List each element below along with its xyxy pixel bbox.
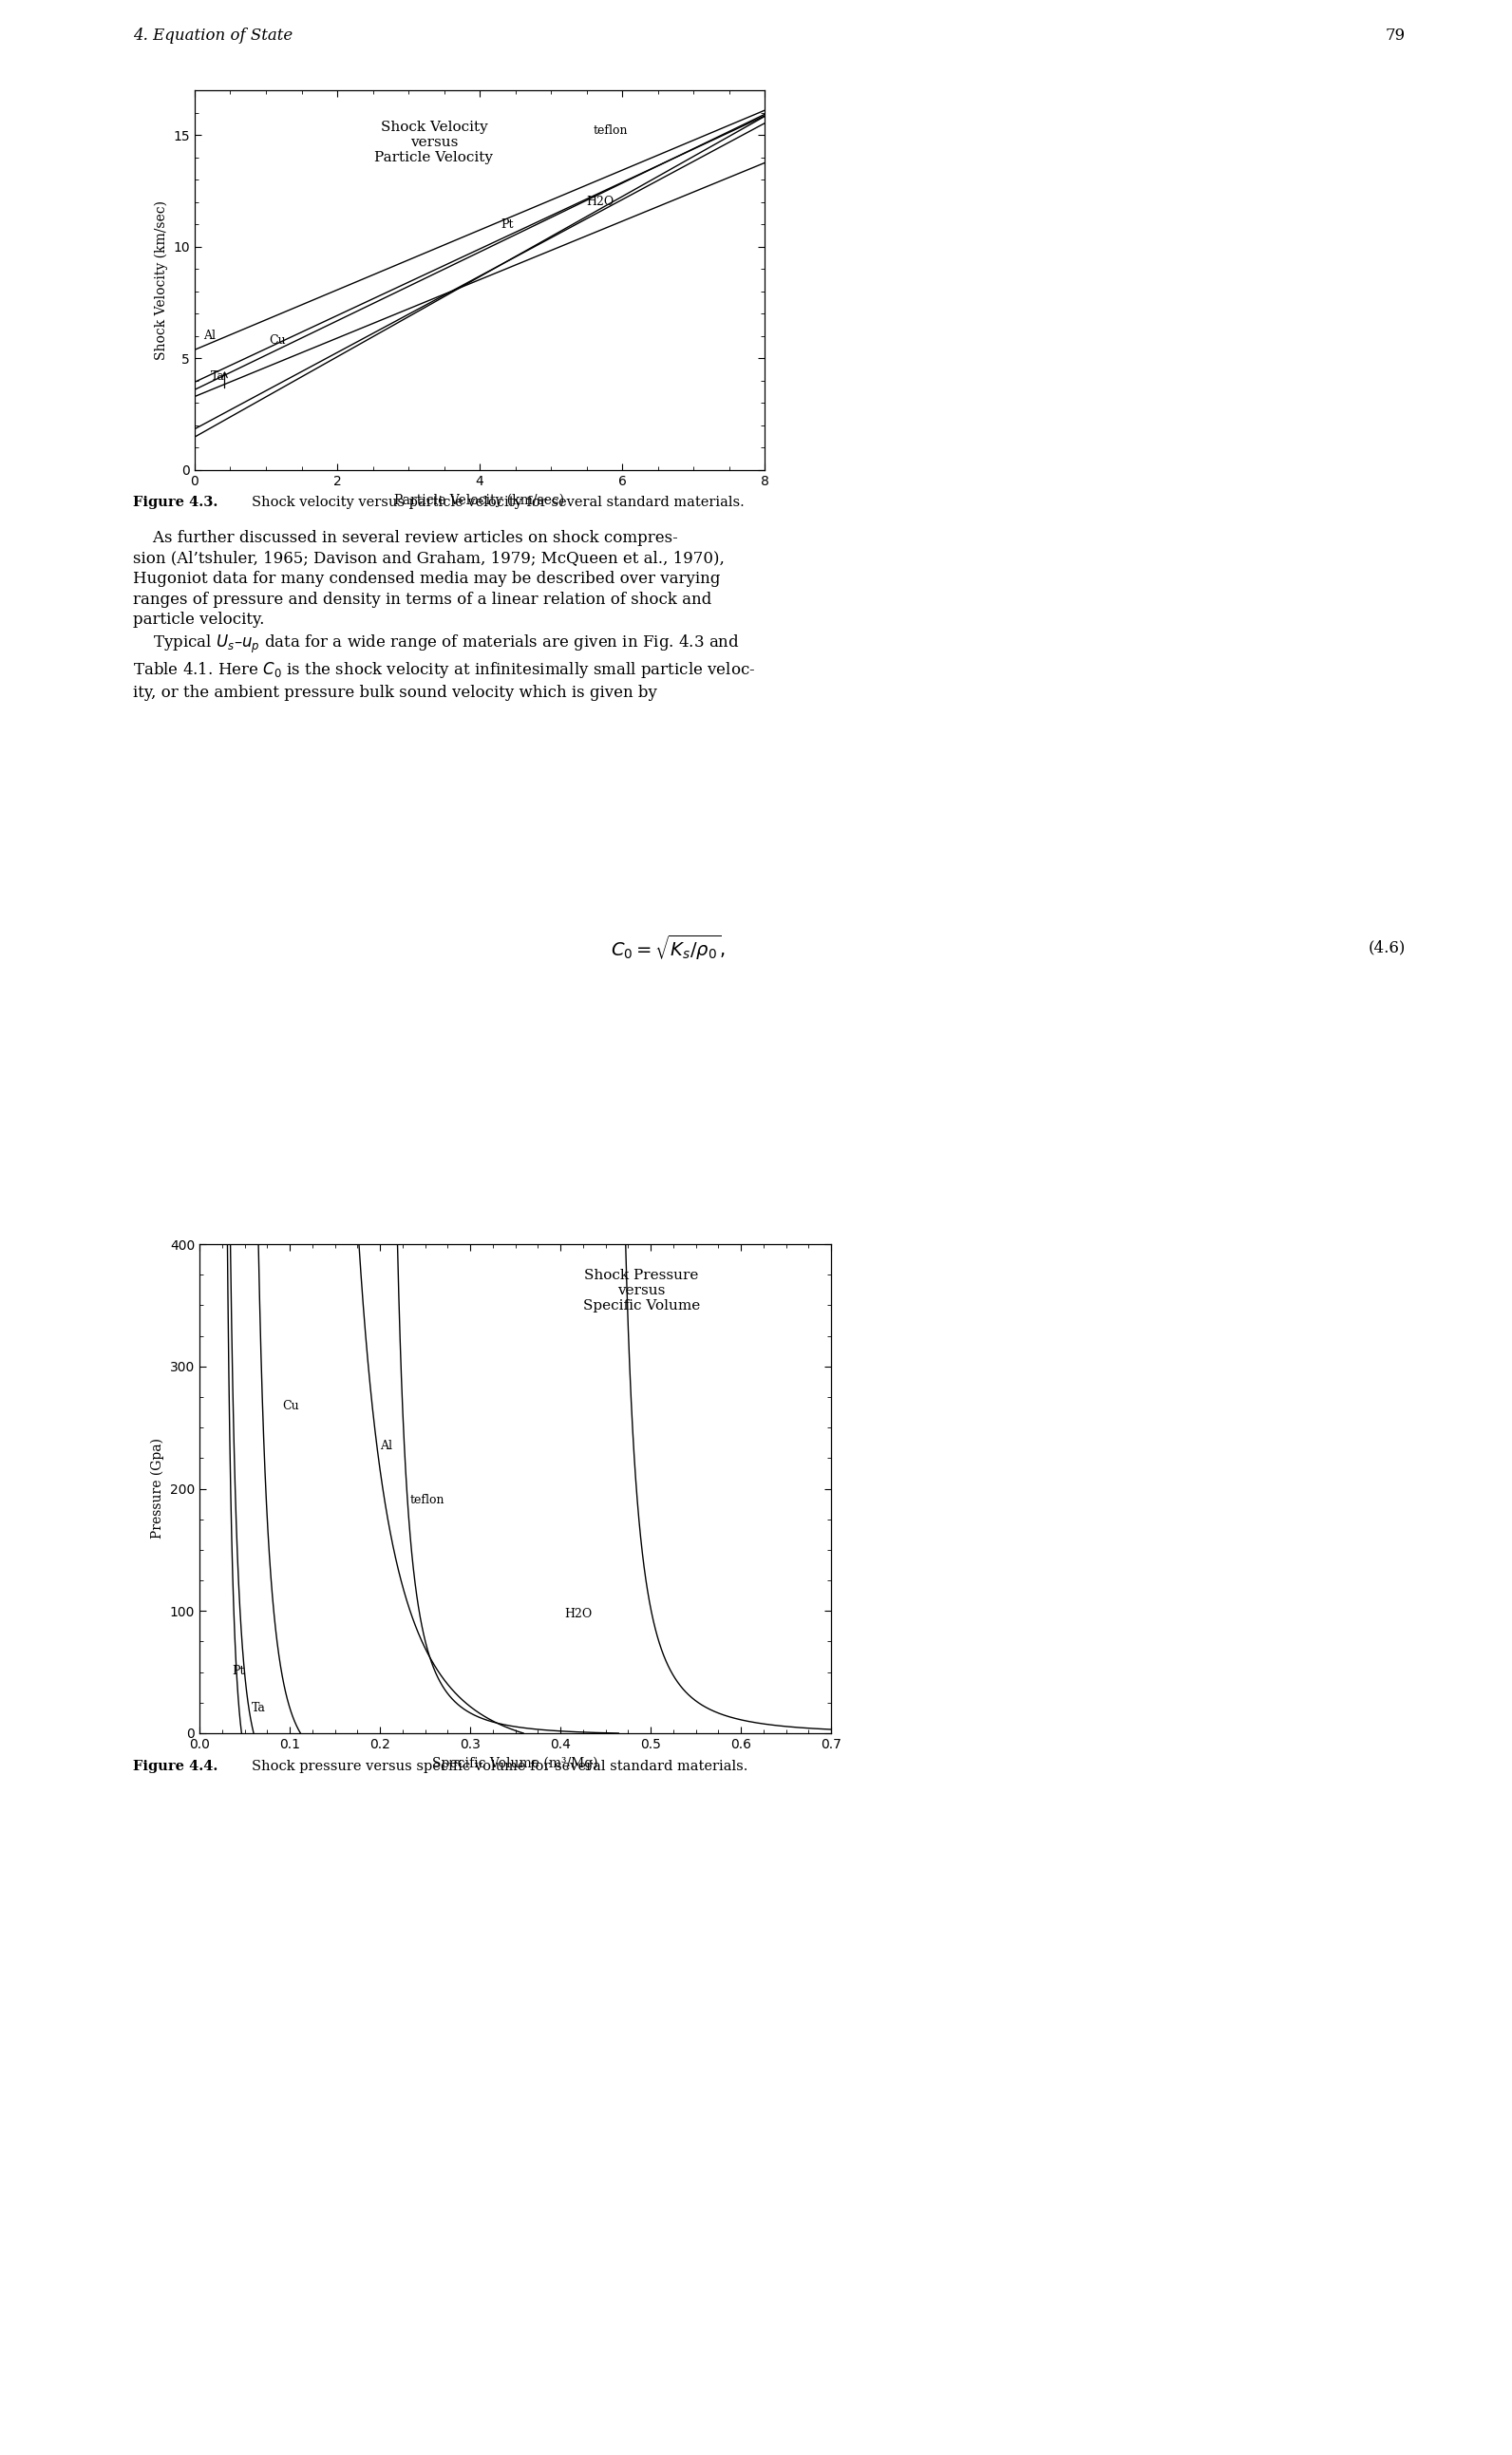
Text: Pt: Pt bbox=[500, 218, 514, 231]
X-axis label: Specific Volume (m³/Mg): Specific Volume (m³/Mg) bbox=[432, 1755, 599, 1770]
Text: Shock velocity versus particle velocity for several standard materials.: Shock velocity versus particle velocity … bbox=[251, 496, 744, 508]
Y-axis label: Shock Velocity (km/sec): Shock Velocity (km/sec) bbox=[154, 201, 168, 361]
Text: teflon: teflon bbox=[410, 1493, 445, 1507]
Text: Shock pressure versus specific volume for several standard materials.: Shock pressure versus specific volume fo… bbox=[251, 1760, 747, 1773]
Text: 4. Equation of State: 4. Equation of State bbox=[133, 27, 293, 44]
Text: $C_0 = \sqrt{K_s/\rho_0},$: $C_0 = \sqrt{K_s/\rho_0},$ bbox=[611, 933, 724, 962]
Text: Cu: Cu bbox=[269, 334, 286, 346]
Text: Ta: Ta bbox=[253, 1701, 266, 1714]
Text: H2O: H2O bbox=[565, 1608, 593, 1620]
Text: teflon: teflon bbox=[594, 125, 629, 137]
Text: Al: Al bbox=[380, 1441, 392, 1453]
Text: Figure 4.3.: Figure 4.3. bbox=[133, 496, 218, 508]
Text: H2O: H2O bbox=[587, 196, 614, 209]
Text: Shock Velocity
versus
Particle Velocity: Shock Velocity versus Particle Velocity bbox=[375, 120, 493, 164]
Text: Al: Al bbox=[203, 329, 216, 341]
X-axis label: Particle Velocity (km/sec): Particle Velocity (km/sec) bbox=[395, 493, 564, 508]
Text: 79: 79 bbox=[1385, 27, 1406, 44]
Text: Pt: Pt bbox=[231, 1664, 245, 1677]
Text: Shock Pressure
versus
Specific Volume: Shock Pressure versus Specific Volume bbox=[584, 1269, 700, 1313]
Text: (4.6): (4.6) bbox=[1368, 940, 1406, 955]
Text: Cu: Cu bbox=[283, 1399, 299, 1412]
Text: As further discussed in several review articles on shock compres-
sion (Al’tshul: As further discussed in several review a… bbox=[133, 530, 756, 700]
Y-axis label: Pressure (Gpa): Pressure (Gpa) bbox=[151, 1439, 165, 1539]
Text: Figure 4.4.: Figure 4.4. bbox=[133, 1760, 218, 1773]
Text: Ta: Ta bbox=[210, 371, 224, 383]
